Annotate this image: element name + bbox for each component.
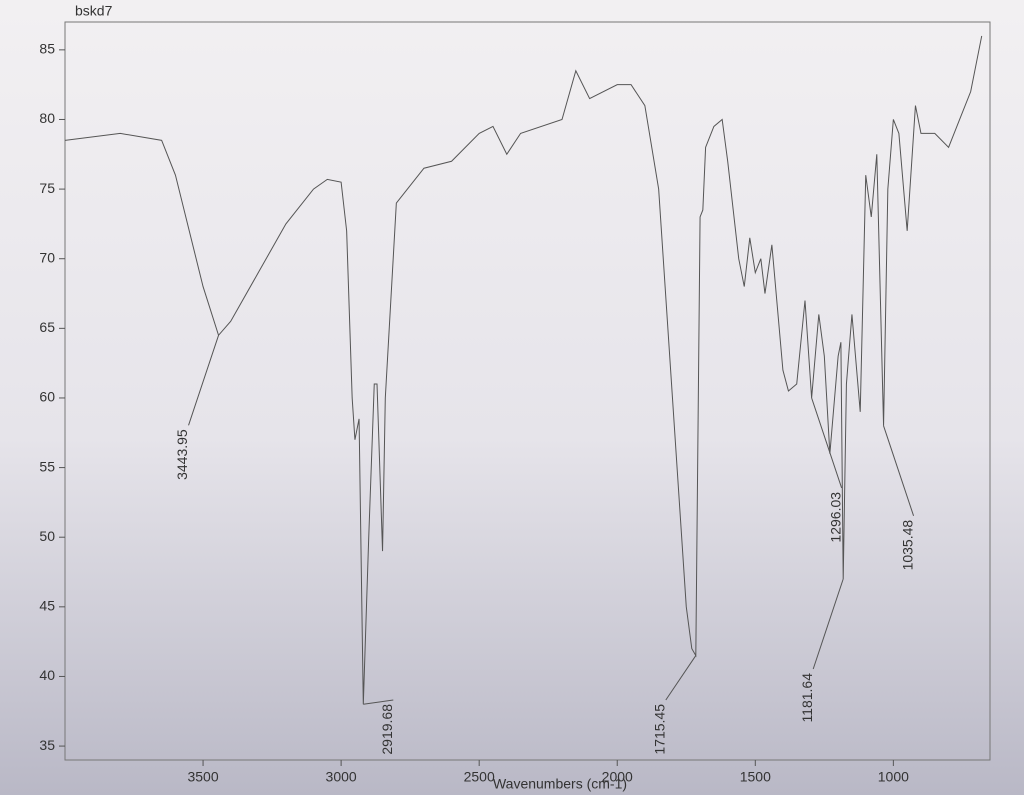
x-tick-label: 3000 <box>326 769 357 785</box>
y-tick-label: 65 <box>39 319 55 335</box>
chart-title: bskd7 <box>75 3 113 19</box>
peak-leader <box>665 655 697 701</box>
peak-leader <box>188 335 220 426</box>
peak-leader <box>811 397 843 489</box>
peak-leader <box>812 578 844 670</box>
x-tick-label: 2500 <box>464 769 495 785</box>
y-tick-label: 80 <box>39 110 55 126</box>
y-tick-label: 70 <box>39 249 55 265</box>
y-tick-label: 40 <box>39 667 55 683</box>
y-tick-label: 45 <box>39 598 55 614</box>
x-tick-label: 3500 <box>187 769 218 785</box>
peak-label: 3443.95 <box>174 429 190 480</box>
peak-leader <box>363 699 394 705</box>
spectrum-line <box>64 35 983 705</box>
y-tick-label: 50 <box>39 528 55 544</box>
x-tick-label: 2000 <box>602 769 633 785</box>
x-tick-label: 1500 <box>740 769 771 785</box>
peak-label: 1035.48 <box>899 520 915 571</box>
y-tick-label: 85 <box>39 41 55 57</box>
plot-frame <box>64 21 991 761</box>
peak-label: 1715.45 <box>652 704 668 755</box>
x-axis-label: Wavenumbers (cm-1) <box>493 776 627 792</box>
y-tick-label: 60 <box>39 389 55 405</box>
y-tick-label: 55 <box>39 458 55 474</box>
peak-label: 1181.64 <box>799 673 815 723</box>
peak-label: 2919.68 <box>379 704 395 755</box>
y-tick-label: 35 <box>39 737 55 753</box>
x-tick-label: 1000 <box>878 769 909 785</box>
peak-leader <box>883 425 915 516</box>
y-tick-label: 75 <box>39 180 55 196</box>
peak-label: 1296.03 <box>827 492 843 543</box>
